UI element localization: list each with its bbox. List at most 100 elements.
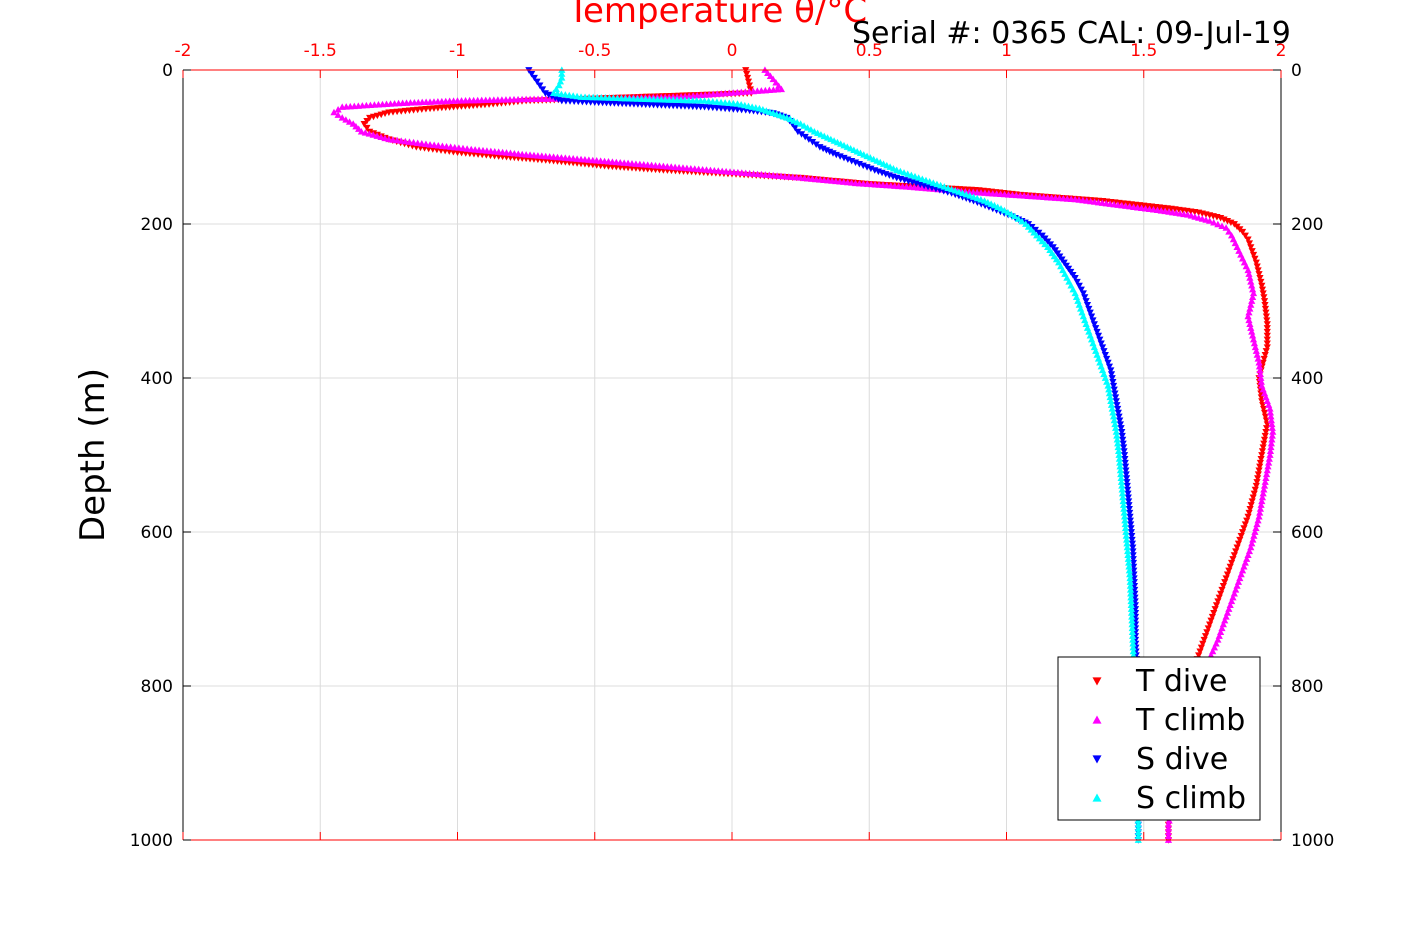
data-point: [1212, 602, 1221, 609]
data-point: [1267, 443, 1275, 451]
data-point: [1247, 278, 1255, 285]
data-point: [1118, 489, 1127, 497]
data-point: [1164, 828, 1173, 836]
data-point: [1120, 513, 1129, 520]
x-tick-label: -1.5: [304, 41, 337, 61]
data-point: [1196, 648, 1204, 655]
data-point: [1126, 513, 1134, 521]
data-point: [1128, 632, 1137, 639]
data-point: [1257, 455, 1265, 463]
data-point: [794, 128, 802, 136]
legend-label: T dive: [1135, 664, 1227, 699]
data-point: [1116, 459, 1124, 466]
data-point: [345, 118, 354, 125]
data-point: [1248, 282, 1256, 289]
x-tick-label: 0.5: [856, 41, 883, 61]
data-point: [1268, 432, 1276, 439]
data-point: [1124, 547, 1132, 555]
data-point: [334, 111, 342, 118]
data-point: [1134, 828, 1142, 836]
data-point: [1259, 444, 1267, 451]
y-tick-label-left: 400: [141, 369, 173, 389]
data-point: [1223, 571, 1232, 578]
data-point: [1128, 613, 1136, 620]
data-point: [342, 116, 350, 123]
data-point: [1127, 590, 1135, 597]
data-point: [1241, 232, 1249, 240]
data-point: [1127, 593, 1135, 601]
chart-title: Temperature θ/°C: [567, 0, 867, 31]
data-point: [1114, 405, 1122, 413]
data-point: [1121, 520, 1129, 528]
data-point: [1127, 597, 1135, 605]
data-point: [1262, 425, 1271, 432]
grid-layer: [183, 70, 1281, 840]
data-point: [1097, 340, 1105, 347]
data-point: [558, 70, 566, 77]
data-point: [1226, 563, 1234, 571]
legend-label: S climb: [1136, 781, 1246, 816]
data-point: [1210, 219, 1218, 226]
data-point: [1257, 378, 1265, 385]
data-point: [1164, 821, 1173, 828]
data-point: [1115, 413, 1123, 421]
y-tick-label-left: 200: [141, 215, 173, 235]
data-point: [1254, 516, 1262, 524]
data-point: [1218, 586, 1226, 594]
legend-marker: [1092, 677, 1102, 686]
data-point: [1261, 432, 1269, 440]
data-point: [1248, 248, 1256, 255]
data-point: [1263, 325, 1271, 332]
data-point: [1085, 305, 1093, 313]
data-point: [1255, 467, 1263, 474]
data-point: [1260, 294, 1268, 301]
data-point: [552, 85, 560, 93]
data-point: [1117, 470, 1125, 478]
x-tick-label: 0: [727, 41, 738, 61]
data-point: [1263, 317, 1271, 324]
data-point: [1112, 424, 1120, 431]
data-point: [381, 134, 389, 142]
data-point: [1101, 352, 1109, 359]
data-point: [1246, 274, 1254, 281]
data-point: [1260, 355, 1268, 363]
data-point: [1214, 598, 1222, 605]
y-tick-label-right: 1000: [1291, 831, 1334, 851]
data-point: [1254, 267, 1262, 274]
data-point: [1128, 628, 1137, 635]
data-point: [1204, 625, 1212, 632]
data-point: [361, 129, 369, 136]
data-point: [1121, 455, 1129, 463]
y-tick-label-left: 0: [162, 61, 173, 81]
data-point: [1127, 521, 1135, 528]
data-point: [1120, 509, 1128, 516]
data-point: [1249, 536, 1257, 543]
y-tick-label-right: 0: [1291, 61, 1302, 81]
data-point: [1236, 536, 1244, 544]
data-point: [555, 81, 563, 89]
data-point: [1240, 525, 1248, 532]
data-point: [1262, 348, 1270, 355]
data-point: [1244, 513, 1252, 521]
data-point: [1071, 275, 1079, 282]
data-point: [1267, 439, 1275, 447]
data-point: [377, 133, 385, 140]
data-point: [1258, 497, 1266, 505]
data-point: [1103, 355, 1111, 363]
data-point: [1116, 417, 1124, 424]
data-point: [1114, 439, 1122, 447]
data-point: [1115, 455, 1123, 462]
data-point: [1268, 420, 1276, 428]
data-point: [1245, 308, 1253, 316]
data-point: [1221, 579, 1229, 586]
data-point: [1107, 401, 1116, 408]
data-point: [1129, 643, 1137, 651]
data-point: [1121, 516, 1129, 524]
data-point: [1266, 405, 1274, 412]
data-point: [1164, 824, 1173, 832]
data-point: [1258, 282, 1266, 290]
data-point: [1134, 821, 1142, 828]
data-point: [1244, 236, 1252, 243]
data-point: [803, 124, 812, 131]
